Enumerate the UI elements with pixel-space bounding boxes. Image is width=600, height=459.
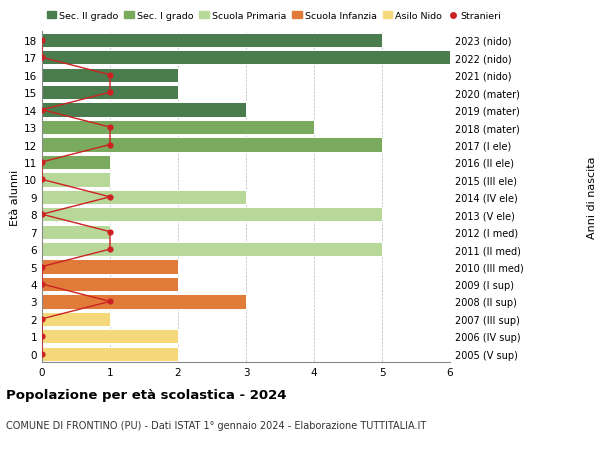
Bar — [42, 242, 382, 257]
Bar — [42, 121, 314, 135]
Text: Popolazione per età scolastica - 2024: Popolazione per età scolastica - 2024 — [6, 388, 287, 401]
Bar — [42, 225, 110, 239]
Y-axis label: Età alunni: Età alunni — [10, 169, 20, 225]
Bar — [42, 312, 110, 326]
Bar — [42, 260, 178, 274]
Bar — [42, 173, 110, 187]
Text: Anni di nascita: Anni di nascita — [587, 156, 597, 239]
Bar — [42, 138, 382, 152]
Bar — [42, 103, 246, 118]
Bar — [42, 86, 178, 100]
Legend: Sec. II grado, Sec. I grado, Scuola Primaria, Scuola Infanzia, Asilo Nido, Stran: Sec. II grado, Sec. I grado, Scuola Prim… — [47, 12, 502, 21]
Bar — [42, 330, 178, 344]
Bar — [42, 347, 178, 361]
Bar — [42, 190, 246, 205]
Bar — [42, 51, 450, 65]
Bar — [42, 34, 382, 48]
Bar — [42, 68, 178, 83]
Bar — [42, 295, 246, 309]
Bar — [42, 156, 110, 170]
Bar — [42, 277, 178, 291]
Bar — [42, 207, 382, 222]
Text: COMUNE DI FRONTINO (PU) - Dati ISTAT 1° gennaio 2024 - Elaborazione TUTTITALIA.I: COMUNE DI FRONTINO (PU) - Dati ISTAT 1° … — [6, 420, 426, 430]
